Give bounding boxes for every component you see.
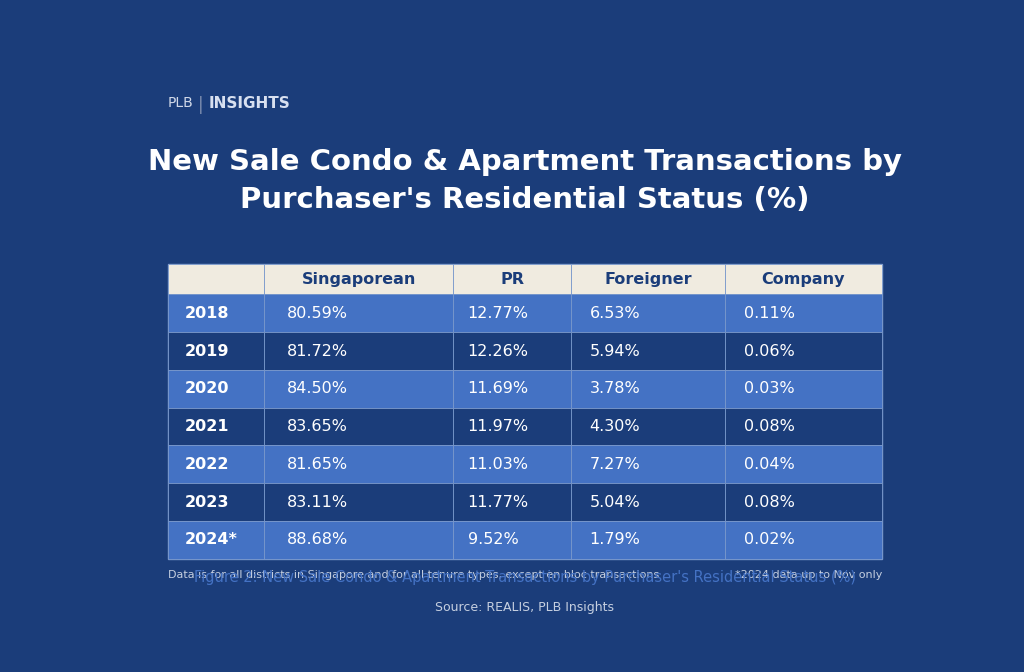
Text: Foreigner: Foreigner bbox=[604, 272, 692, 287]
Text: 83.11%: 83.11% bbox=[287, 495, 348, 509]
FancyBboxPatch shape bbox=[168, 483, 264, 521]
Text: 2019: 2019 bbox=[185, 343, 229, 358]
FancyBboxPatch shape bbox=[571, 332, 725, 370]
Text: Source: REALIS, PLB Insights: Source: REALIS, PLB Insights bbox=[435, 601, 614, 614]
FancyBboxPatch shape bbox=[571, 370, 725, 408]
Text: 5.94%: 5.94% bbox=[590, 343, 640, 358]
FancyBboxPatch shape bbox=[571, 408, 725, 446]
FancyBboxPatch shape bbox=[725, 521, 882, 558]
Text: 11.69%: 11.69% bbox=[468, 381, 528, 396]
FancyBboxPatch shape bbox=[725, 370, 882, 408]
Text: 12.77%: 12.77% bbox=[468, 306, 528, 321]
FancyBboxPatch shape bbox=[725, 264, 882, 294]
Text: 2018: 2018 bbox=[185, 306, 229, 321]
FancyBboxPatch shape bbox=[571, 446, 725, 483]
FancyBboxPatch shape bbox=[264, 521, 454, 558]
FancyBboxPatch shape bbox=[168, 264, 264, 294]
Text: 3.78%: 3.78% bbox=[590, 381, 640, 396]
FancyBboxPatch shape bbox=[264, 408, 454, 446]
Text: 2020: 2020 bbox=[185, 381, 229, 396]
Text: PR: PR bbox=[501, 272, 524, 287]
Text: 2024*: 2024* bbox=[185, 532, 238, 548]
Text: 80.59%: 80.59% bbox=[287, 306, 348, 321]
Text: 0.02%: 0.02% bbox=[743, 532, 795, 548]
FancyBboxPatch shape bbox=[454, 521, 571, 558]
Text: 7.27%: 7.27% bbox=[590, 457, 640, 472]
Text: 5.04%: 5.04% bbox=[590, 495, 640, 509]
Text: Company: Company bbox=[762, 272, 845, 287]
Text: 11.03%: 11.03% bbox=[468, 457, 528, 472]
FancyBboxPatch shape bbox=[264, 294, 454, 332]
FancyBboxPatch shape bbox=[168, 408, 264, 446]
Text: 6.53%: 6.53% bbox=[590, 306, 640, 321]
Text: 2022: 2022 bbox=[185, 457, 229, 472]
FancyBboxPatch shape bbox=[454, 446, 571, 483]
FancyBboxPatch shape bbox=[725, 332, 882, 370]
FancyBboxPatch shape bbox=[725, 408, 882, 446]
FancyBboxPatch shape bbox=[264, 446, 454, 483]
Text: Data is for all districts in Singapore and for all tenure types, except en bloc : Data is for all districts in Singapore a… bbox=[168, 570, 658, 580]
FancyBboxPatch shape bbox=[571, 483, 725, 521]
FancyBboxPatch shape bbox=[571, 264, 725, 294]
FancyBboxPatch shape bbox=[454, 483, 571, 521]
FancyBboxPatch shape bbox=[454, 370, 571, 408]
Text: *2024 data up to Nov only: *2024 data up to Nov only bbox=[734, 570, 882, 580]
Text: 81.72%: 81.72% bbox=[287, 343, 348, 358]
FancyBboxPatch shape bbox=[571, 521, 725, 558]
FancyBboxPatch shape bbox=[725, 446, 882, 483]
FancyBboxPatch shape bbox=[454, 408, 571, 446]
FancyBboxPatch shape bbox=[168, 370, 264, 408]
Text: 4.30%: 4.30% bbox=[590, 419, 640, 434]
Text: Singaporean: Singaporean bbox=[301, 272, 416, 287]
Text: 81.65%: 81.65% bbox=[287, 457, 348, 472]
Text: 0.08%: 0.08% bbox=[743, 419, 795, 434]
Text: Figure 2: New Sale Condo & Apartment Transactions by Purchaser's Residential Sta: Figure 2: New Sale Condo & Apartment Tra… bbox=[194, 570, 856, 585]
FancyBboxPatch shape bbox=[168, 521, 264, 558]
FancyBboxPatch shape bbox=[168, 294, 264, 332]
FancyBboxPatch shape bbox=[571, 294, 725, 332]
Text: 83.65%: 83.65% bbox=[287, 419, 348, 434]
Text: 11.77%: 11.77% bbox=[468, 495, 528, 509]
FancyBboxPatch shape bbox=[725, 294, 882, 332]
Text: 12.26%: 12.26% bbox=[468, 343, 528, 358]
Text: 1.79%: 1.79% bbox=[590, 532, 641, 548]
Text: 88.68%: 88.68% bbox=[287, 532, 348, 548]
Text: 2021: 2021 bbox=[185, 419, 229, 434]
FancyBboxPatch shape bbox=[264, 483, 454, 521]
Text: 0.08%: 0.08% bbox=[743, 495, 795, 509]
Text: 0.11%: 0.11% bbox=[743, 306, 795, 321]
Text: 11.97%: 11.97% bbox=[468, 419, 528, 434]
Text: 9.52%: 9.52% bbox=[468, 532, 518, 548]
Text: 84.50%: 84.50% bbox=[287, 381, 348, 396]
FancyBboxPatch shape bbox=[454, 264, 571, 294]
FancyBboxPatch shape bbox=[264, 332, 454, 370]
Text: |: | bbox=[198, 96, 204, 114]
Text: 0.06%: 0.06% bbox=[743, 343, 795, 358]
FancyBboxPatch shape bbox=[725, 483, 882, 521]
Text: 0.04%: 0.04% bbox=[743, 457, 795, 472]
FancyBboxPatch shape bbox=[454, 294, 571, 332]
FancyBboxPatch shape bbox=[264, 370, 454, 408]
FancyBboxPatch shape bbox=[454, 332, 571, 370]
FancyBboxPatch shape bbox=[264, 264, 454, 294]
FancyBboxPatch shape bbox=[168, 446, 264, 483]
Text: 2023: 2023 bbox=[185, 495, 229, 509]
Text: INSIGHTS: INSIGHTS bbox=[209, 96, 291, 111]
Text: PLB: PLB bbox=[168, 96, 194, 110]
Text: 0.03%: 0.03% bbox=[743, 381, 795, 396]
Text: New Sale Condo & Apartment Transactions by
Purchaser's Residential Status (%): New Sale Condo & Apartment Transactions … bbox=[147, 148, 902, 214]
FancyBboxPatch shape bbox=[168, 332, 264, 370]
